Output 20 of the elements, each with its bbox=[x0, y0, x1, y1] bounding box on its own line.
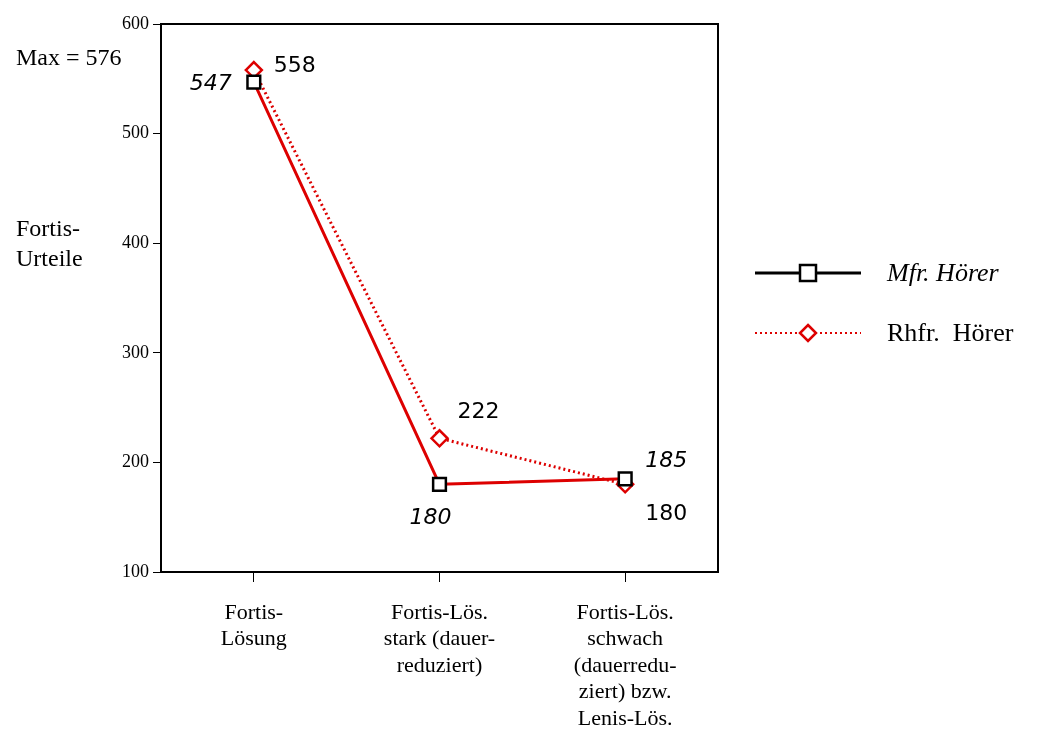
x-tick-label: Fortis-Lös. stark (dauer- reduziert) bbox=[383, 598, 496, 677]
y-tick-label: 100 bbox=[122, 560, 149, 581]
legend-label: Rhfr. Hörer bbox=[887, 318, 1014, 348]
data-label: 185 bbox=[645, 446, 688, 472]
data-label: 547 bbox=[189, 69, 232, 95]
x-tick-label: Fortis- Lösung bbox=[220, 598, 287, 651]
y-tick-label: 600 bbox=[122, 12, 149, 33]
data-label: 180 bbox=[645, 500, 688, 526]
y-axis-title: Fortis- Urteile bbox=[16, 214, 83, 273]
text: Max = 576 bbox=[16, 44, 122, 71]
y-tick-label: 400 bbox=[122, 231, 149, 252]
y-tick-label: 200 bbox=[122, 451, 149, 472]
point bbox=[430, 429, 449, 448]
x-tick-label: Fortis-Lös. schwach (dauerredu- ziert) bzw. Lenis-Lös. bbox=[573, 598, 677, 730]
legend-label: Mfr. Hörer bbox=[887, 258, 999, 288]
y-tick-label: 300 bbox=[122, 341, 149, 362]
y-tick-label: 500 bbox=[122, 122, 149, 143]
data-label: 558 bbox=[273, 51, 316, 77]
data-label: 180 bbox=[409, 504, 452, 530]
data-label: 222 bbox=[457, 398, 500, 424]
